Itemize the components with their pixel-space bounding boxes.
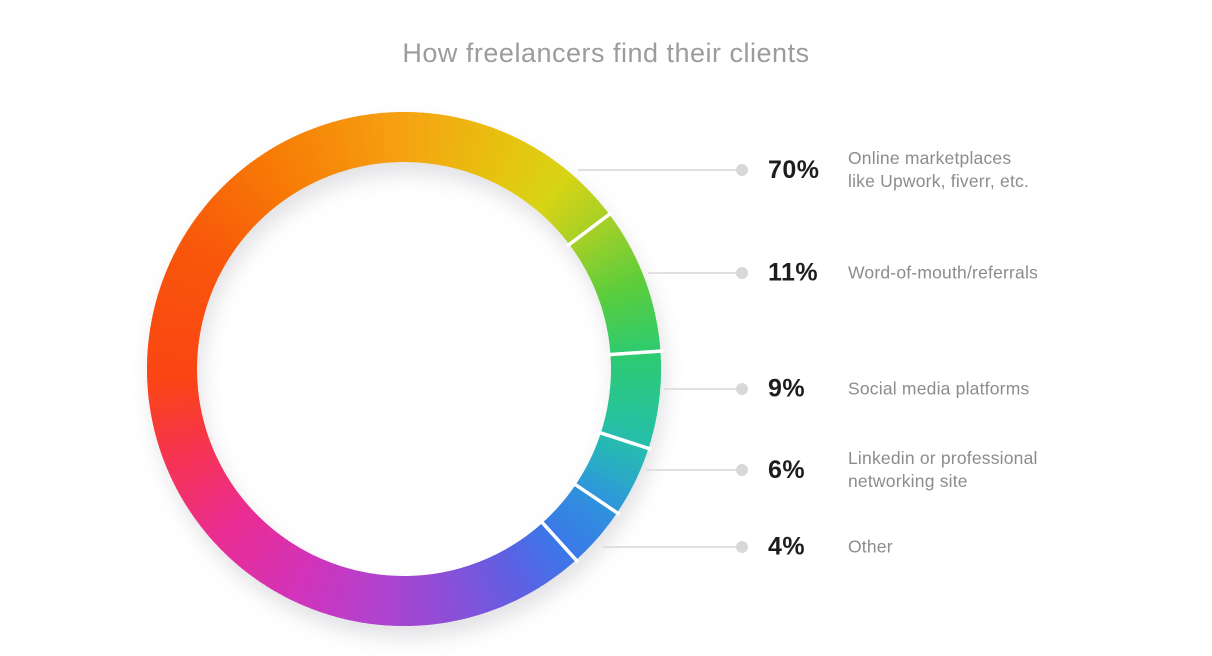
segment-separators [539, 211, 664, 564]
legend-percent: 70% [768, 155, 820, 184]
legend-label-line: Social media platforms [848, 378, 1030, 399]
legend-percent: 9% [768, 374, 806, 403]
donut-ring [146, 112, 661, 626]
legend-item: 11% Word-of-mouth/referrals [768, 259, 1038, 288]
segment-separator-line [607, 349, 664, 357]
legend-label-line: networking site [848, 471, 968, 491]
legend-percent: 6% [768, 455, 806, 484]
chart-title: How freelancers find their clients [402, 38, 810, 68]
segment-separator-line [565, 211, 613, 248]
segment-separator-line [597, 430, 652, 452]
segment-separator-line [572, 481, 621, 516]
legend-label-line: like Upwork, fiverr, etc. [848, 171, 1030, 191]
legend-label-line: Word-of-mouth/referrals [848, 262, 1039, 283]
legend-label-line: Online marketplaces [848, 148, 1012, 168]
legend-item: 70% Online marketplaces like Upwork, fiver… [768, 147, 1029, 193]
leader-dot [736, 541, 748, 553]
legend-item: 4% Other [768, 533, 893, 562]
legend-label: Online marketplaces like Upwork, fiverr, … [848, 147, 1029, 193]
leader-dot [736, 383, 748, 395]
leader-dot [736, 164, 748, 176]
legend-percent: 4% [768, 532, 806, 561]
leader-dot [736, 267, 748, 279]
legend-label-line: Linkedin or professional [848, 448, 1038, 468]
legend-label: Linkedin or professional networking site [848, 447, 1038, 493]
legend-label-line: Other [848, 536, 893, 557]
legend-label: Social media platforms [848, 378, 1029, 401]
legend-item: 6% Linkedin or professional networking sit… [768, 447, 1038, 493]
legend-item: 9% Social media platforms [768, 375, 1029, 404]
legend-label: Word-of-mouth/referrals [848, 262, 1038, 285]
leader-lines [578, 164, 748, 553]
leader-dot [736, 464, 748, 476]
legend-label: Other [848, 536, 893, 559]
legend-percent: 11% [768, 258, 819, 287]
segment-separator-line [539, 519, 580, 564]
